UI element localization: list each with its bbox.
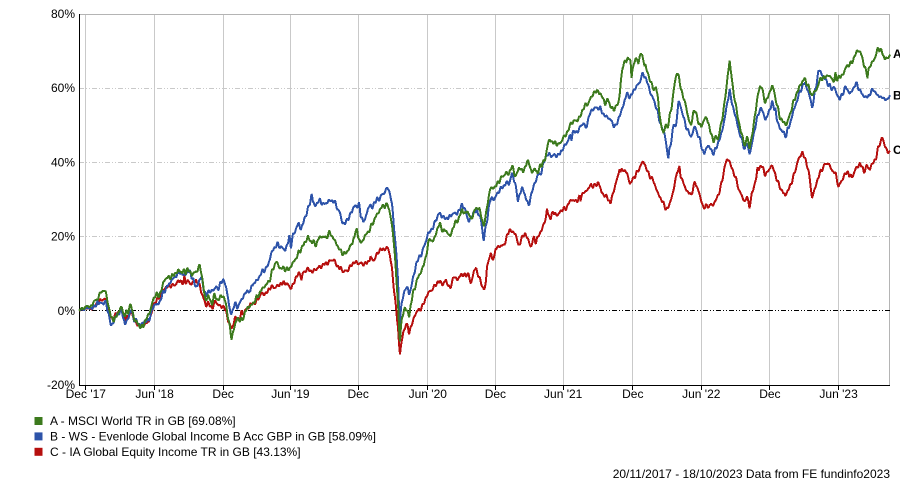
svg-text:Jun '23: Jun '23 [819,387,858,401]
svg-text:C: C [893,143,900,157]
svg-text:80%: 80% [51,7,75,21]
svg-text:60%: 60% [51,81,75,95]
svg-text:40%: 40% [51,155,75,169]
svg-text:Dec: Dec [485,387,506,401]
svg-text:20%: 20% [51,230,75,244]
svg-text:Jun '22: Jun '22 [682,387,721,401]
svg-text:Dec: Dec [759,387,780,401]
svg-text:Jun '18: Jun '18 [135,387,174,401]
svg-text:-20%: -20% [47,378,75,392]
svg-text:B - WS - Evenlode Global Incom: B - WS - Evenlode Global Income B Acc GB… [50,429,376,443]
svg-text:Jun '20: Jun '20 [409,387,448,401]
svg-text:Dec: Dec [622,387,643,401]
svg-text:Jun '19: Jun '19 [271,387,310,401]
svg-text:20/11/2017 - 18/10/2023 Data f: 20/11/2017 - 18/10/2023 Data from FE fun… [613,467,891,481]
svg-text:Dec: Dec [212,387,233,401]
svg-text:B: B [893,89,900,103]
svg-text:A - MSCI World TR in GB [69.08: A - MSCI World TR in GB [69.08%] [50,414,236,428]
svg-text:Jun '21: Jun '21 [544,387,583,401]
svg-text:Dec '17: Dec '17 [66,387,107,401]
svg-text:A: A [893,47,900,61]
svg-text:0%: 0% [58,304,76,318]
svg-text:C - IA Global Equity Income TR: C - IA Global Equity Income TR in GB [43… [50,445,301,459]
svg-text:Dec: Dec [348,387,369,401]
